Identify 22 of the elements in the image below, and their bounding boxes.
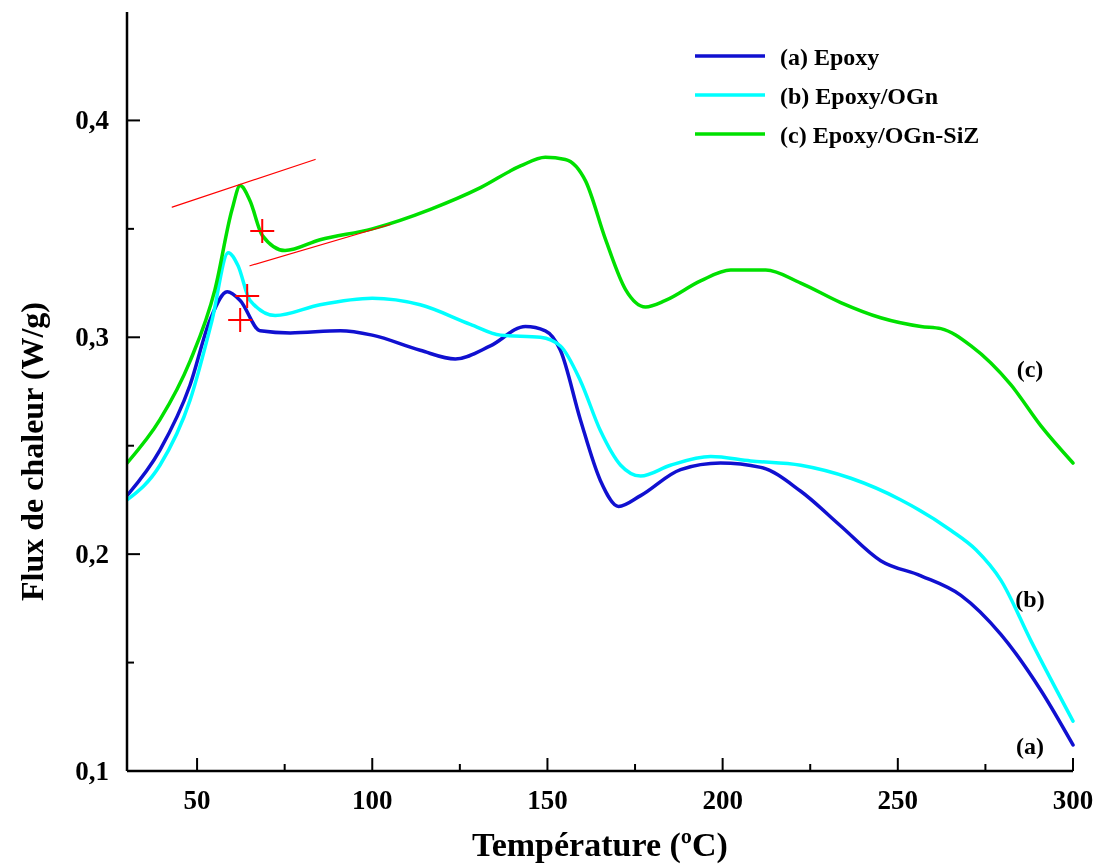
y-tick-label: 0,3: [75, 322, 109, 353]
annotation: (c): [1016, 356, 1044, 382]
legend-label: (b) Epoxy/OGn: [780, 83, 939, 109]
x-axis-title: Température (ºC): [472, 826, 728, 864]
point: [250, 219, 275, 244]
x-tick-label: 100: [352, 785, 393, 815]
x-tick-label: 150: [527, 785, 568, 815]
x-tick-label: 50: [183, 785, 211, 815]
legend-label: (c) Epoxy/OGn-SiZ: [780, 122, 980, 148]
line-series: [127, 155, 1075, 465]
x-tick-label: 200: [702, 785, 743, 815]
y-tick-label: 0,2: [75, 539, 109, 570]
y-tick-label: 0,1: [75, 756, 109, 786]
point: [228, 307, 253, 332]
y-tick-label: 0,4: [75, 105, 109, 136]
point: [235, 284, 260, 309]
annotation: (a): [1016, 733, 1044, 759]
x-tick-label: 250: [877, 785, 919, 815]
annotation: (b): [1015, 586, 1045, 612]
x-tick-label: 300: [1052, 785, 1094, 815]
y-axis-title: Flux de chaleur (W/g): [14, 302, 50, 601]
legend-label: (a) Epoxy: [780, 44, 880, 70]
